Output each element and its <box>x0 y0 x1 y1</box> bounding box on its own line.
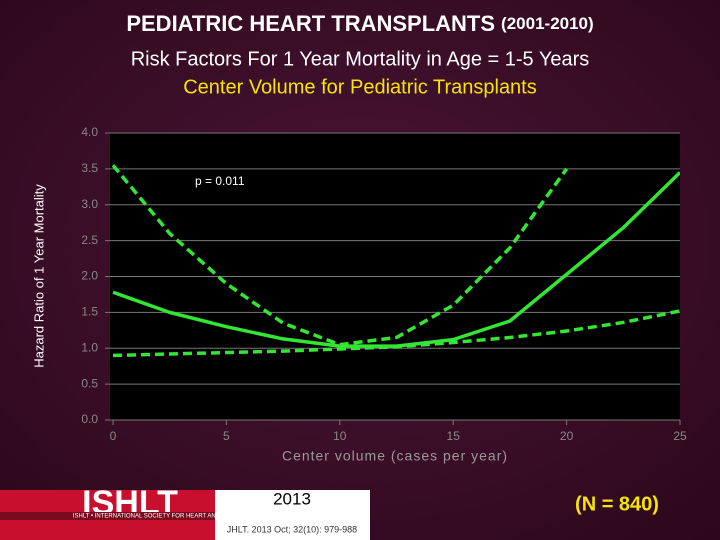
y-tick-label: 3.5 <box>81 161 98 175</box>
y-tick-label: 2.5 <box>81 233 98 247</box>
footer: ISHLT ISHLT • INTERNATIONAL SOCIETY FOR … <box>0 484 370 540</box>
x-axis-label: Center volume (cases per year) <box>282 448 508 464</box>
x-tick-label: 5 <box>223 429 230 443</box>
y-tick-label: 3.0 <box>81 197 98 211</box>
x-tick-label: 20 <box>560 429 574 443</box>
y-tick-label: 2.0 <box>81 269 98 283</box>
x-tick-label: 25 <box>673 429 687 443</box>
x-tick-label: 10 <box>333 429 347 443</box>
x-tick-label: 15 <box>447 429 461 443</box>
subtitle2: Center Volume for Pediatric Transplants <box>183 76 537 98</box>
y-tick-label: 0.5 <box>81 376 98 390</box>
y-tick-label: 1.0 <box>81 340 98 354</box>
series-line <box>112 309 680 358</box>
annotation: p = 0.011 <box>195 174 245 188</box>
title-main: PEDIATRIC HEART TRANSPLANTS <box>126 11 495 36</box>
y-tick-label: 0.0 <box>81 412 98 426</box>
society: ISHLT • INTERNATIONAL SOCIETY FOR HEART … <box>73 514 297 520</box>
y-tick-label: 4.0 <box>81 125 98 139</box>
title: PEDIATRIC HEART TRANSPLANTS (2001-2010) <box>126 11 593 36</box>
y-axis-label: Hazard Ratio of 1 Year Mortality <box>31 184 46 368</box>
title-years: (2001-2010) <box>501 14 594 33</box>
citation-box <box>215 490 370 540</box>
society-band <box>0 512 370 520</box>
citation: JHLT. 2013 Oct; 32(10): 979-988 <box>227 524 357 534</box>
y-tick-label: 1.5 <box>81 305 98 319</box>
x-tick-label: 0 <box>110 429 117 443</box>
year: 2013 <box>273 489 311 508</box>
series-line <box>111 164 569 347</box>
sample-note: (N = 840) <box>575 493 659 515</box>
subtitle: Risk Factors For 1 Year Mortality in Age… <box>131 48 590 70</box>
